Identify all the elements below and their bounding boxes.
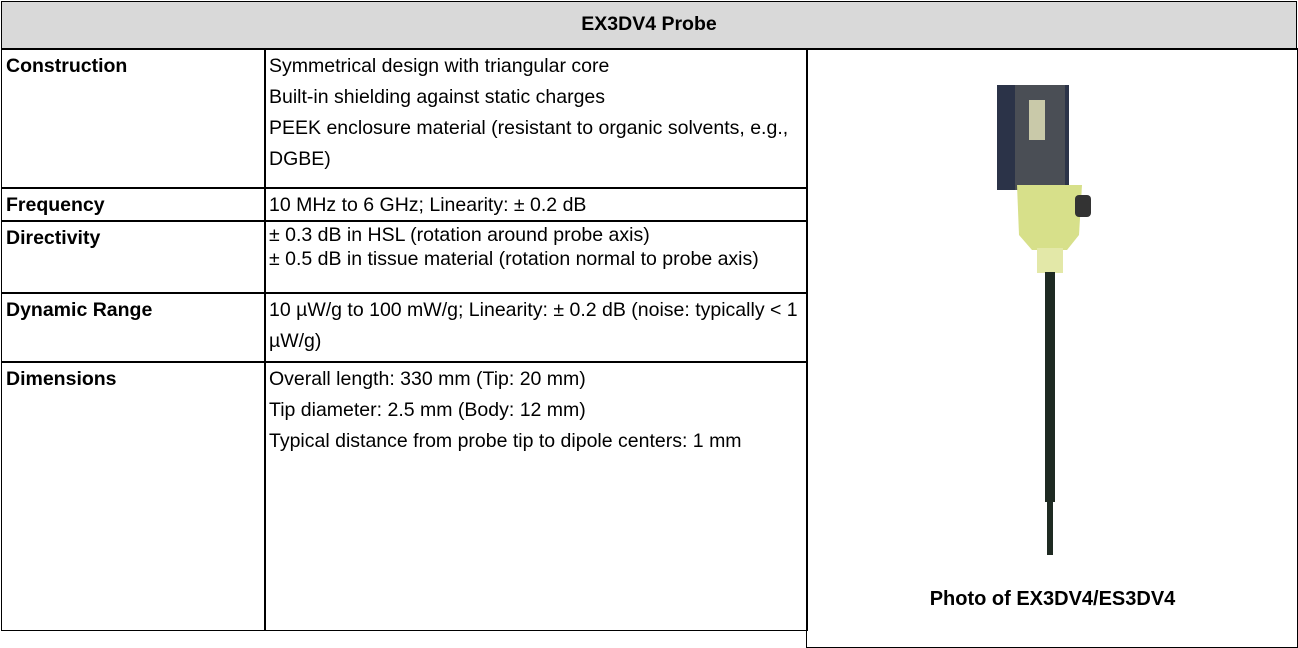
row-label: Frequency <box>1 187 266 222</box>
table-title: EX3DV4 Probe <box>1 1 1297 50</box>
photo-caption: Photo of EX3DV4/ES3DV4 <box>929 588 1176 610</box>
text-line: PEEK enclosure material (resistant to or… <box>269 117 789 170</box>
probe-photo <box>997 85 1091 555</box>
row-value: ± 0.3 dB in HSL (rotation around probe a… <box>264 220 808 294</box>
text-line: Tip diameter: 2.5 mm (Body: 12 mm) <box>269 399 586 421</box>
row-value: Symmetrical design with triangular core B… <box>264 48 808 189</box>
row-label: Directivity <box>1 220 266 294</box>
probe-clip <box>1029 100 1045 140</box>
probe-tip <box>1047 500 1053 555</box>
probe-rod <box>1045 272 1055 502</box>
text-line: 10 µW/g to 100 mW/g; Linearity: ± 0.2 dB… <box>269 299 798 352</box>
text-line: Symmetrical design with triangular core <box>269 55 610 77</box>
text-line: Overall length: 330 mm (Tip: 20 mm) <box>269 368 586 390</box>
text-line: Typical distance from probe tip to dipol… <box>269 430 742 452</box>
row-value: 10 µW/g to 100 mW/g; Linearity: ± 0.2 dB… <box>264 292 808 363</box>
probe-knob <box>1075 195 1091 217</box>
row-value: 10 MHz to 6 GHz; Linearity: ± 0.2 dB <box>264 187 808 222</box>
row-value: Overall length: 330 mm (Tip: 20 mm) Tip d… <box>264 361 808 631</box>
text-line: ± 0.5 dB in tissue material (rotation no… <box>269 248 759 270</box>
row-label: Construction <box>1 48 266 189</box>
text-line: ± 0.3 dB in HSL (rotation around probe a… <box>269 224 650 246</box>
row-label: Dynamic Range <box>1 292 266 363</box>
row-label: Dimensions <box>1 361 266 631</box>
text-line: 10 MHz to 6 GHz; Linearity: ± 0.2 dB <box>269 194 587 216</box>
probe-collar <box>1037 248 1063 273</box>
probe-body <box>1017 185 1082 250</box>
text-line: Built-in shielding against static charge… <box>269 86 606 108</box>
